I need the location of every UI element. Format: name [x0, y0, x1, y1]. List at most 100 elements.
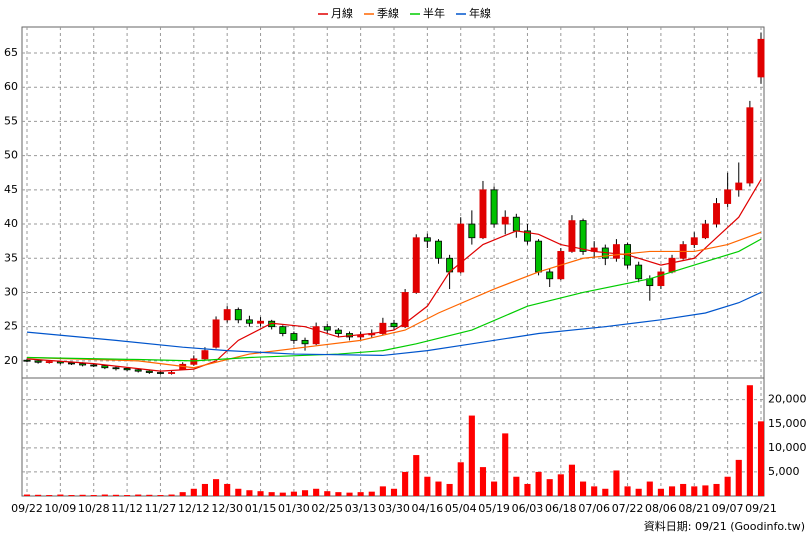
volume-bar: [624, 486, 631, 496]
x-tick-label: 06/18: [545, 502, 577, 515]
volume-bar: [713, 483, 720, 496]
volume-bar: [546, 479, 553, 496]
volume-bar: [90, 495, 97, 496]
volume-bar: [646, 481, 653, 496]
volume-bar: [335, 492, 342, 496]
volume-bar: [424, 476, 431, 496]
y2-tick-label: 5,000: [768, 465, 800, 478]
candle-body: [735, 182, 743, 191]
candle-body: [635, 264, 643, 280]
candle-body: [724, 189, 732, 204]
volume-bar: [246, 490, 253, 496]
legend-label: 季線: [377, 6, 399, 20]
volume-bar: [524, 483, 531, 496]
x-tick-label: 01/15: [245, 502, 277, 515]
candle-body: [323, 326, 331, 331]
ma-line: [26, 238, 762, 362]
y-tick-label: 45: [4, 183, 18, 196]
volume-bar: [301, 490, 309, 496]
volume-bar: [702, 485, 709, 496]
volume-bar: [279, 492, 286, 496]
candle-body: [145, 370, 153, 373]
y2-tick-label: 10,000: [768, 441, 807, 454]
x-tick-label: 07/06: [578, 502, 610, 515]
candle-body: [112, 367, 120, 370]
candle-body: [435, 240, 442, 259]
volume-bar: [313, 488, 320, 496]
candle-body: [757, 38, 765, 78]
volume-bar: [479, 467, 487, 496]
volume-bar: [502, 433, 509, 496]
x-tick-label: 10/09: [45, 502, 77, 515]
volume-bar: [35, 494, 42, 496]
plot-frame: [21, 26, 765, 497]
volume-bar: [324, 491, 331, 496]
ma-line: [26, 179, 762, 372]
candle-body: [523, 230, 531, 242]
volume-bar: [668, 486, 676, 496]
volume-bar: [168, 494, 175, 496]
candle-body: [190, 358, 198, 365]
volume-bar: [446, 483, 453, 496]
x-tick-label: 08/21: [678, 502, 710, 515]
volume-bar: [724, 476, 731, 496]
volume-bar: [23, 494, 31, 496]
legend-label: 月線: [331, 6, 353, 20]
candle-body: [45, 361, 53, 363]
volume-bar: [435, 481, 442, 496]
volume-bar: [201, 483, 208, 496]
volume-bar: [68, 495, 75, 496]
candle-body: [301, 339, 309, 345]
candle-body: [90, 364, 98, 367]
candle-body: [334, 329, 342, 334]
y-tick-label: 60: [4, 80, 18, 93]
volume-bar: [535, 471, 542, 496]
volume-bar: [746, 385, 753, 496]
volume-bar: [557, 474, 564, 496]
y-tick-label: 50: [4, 149, 18, 162]
volume-bar: [591, 486, 598, 496]
volume-bar: [635, 488, 642, 496]
candle-body: [457, 223, 465, 273]
candle-body: [746, 107, 754, 184]
candle-body: [390, 322, 398, 328]
candle-body: [101, 365, 109, 369]
y-tick-label: 55: [4, 114, 18, 127]
candle-body: [279, 326, 287, 334]
candle-body: [23, 359, 31, 362]
volume-bar: [413, 455, 420, 496]
candle-body: [490, 189, 498, 225]
candle-body: [234, 309, 242, 321]
volume-bar: [468, 415, 475, 496]
volume-bar: [179, 492, 186, 496]
x-tick-label: 03/30: [378, 502, 410, 515]
volume-bar: [112, 494, 120, 496]
candle-body: [168, 372, 176, 374]
volume-bar: [290, 491, 297, 496]
volume-bar: [101, 494, 108, 496]
x-tick-label: 05/19: [478, 502, 510, 515]
candle-body: [245, 319, 253, 324]
x-tick-label: 09/22: [11, 502, 43, 515]
source-note: 資料日期: 09/21 (Goodinfo.tw): [644, 519, 805, 533]
y-tick-label: 20: [4, 354, 18, 367]
x-tick-label: 09/07: [712, 502, 744, 515]
candle-body: [68, 362, 75, 365]
volume-bar: [224, 483, 231, 496]
volume-bar: [190, 488, 197, 496]
volume-bar: [613, 470, 620, 496]
candle-body: [701, 223, 709, 239]
x-tick-label: 12/12: [178, 502, 210, 515]
x-tick-label: 02/25: [311, 502, 343, 515]
volume-bar: [602, 488, 609, 496]
volume-bar: [213, 479, 220, 496]
x-tick-label: 08/06: [645, 502, 677, 515]
candle-body: [690, 237, 698, 245]
y-tick-label: 30: [4, 285, 18, 298]
ma-line: [26, 231, 762, 369]
candle-body: [501, 216, 509, 225]
y-tick-label: 40: [4, 217, 18, 230]
volume-bar: [513, 476, 520, 496]
volume-bar: [79, 494, 86, 496]
